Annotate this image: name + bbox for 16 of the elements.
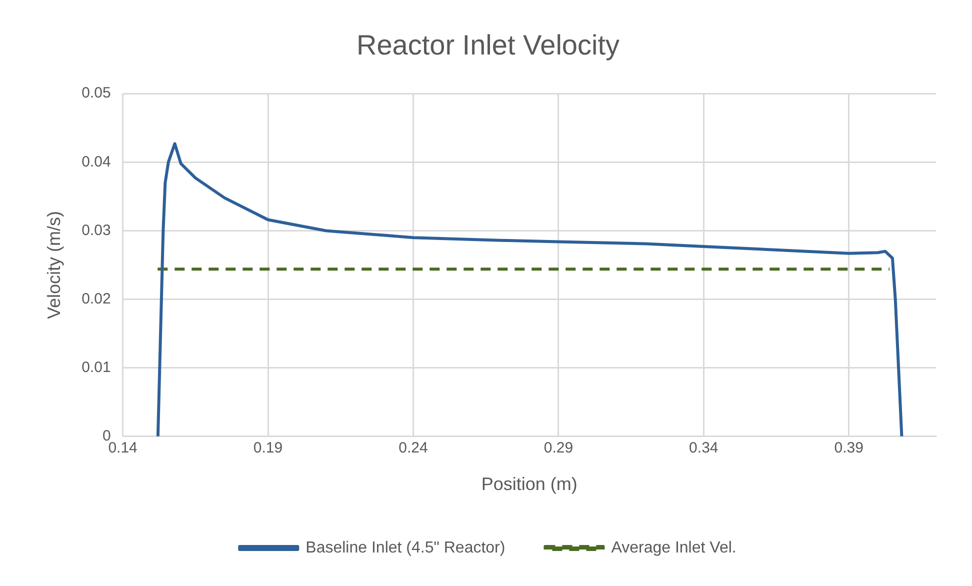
legend-label: Baseline Inlet (4.5" Reactor) bbox=[306, 539, 506, 556]
y-tick-label: 0.02 bbox=[82, 290, 111, 308]
y-tick-label: 0.04 bbox=[82, 153, 111, 170]
legend-label: Average Inlet Vel. bbox=[611, 539, 736, 556]
y-axis-title: Velocity (m/s) bbox=[44, 210, 64, 320]
chart-title: Reactor Inlet Velocity bbox=[356, 30, 620, 61]
x-tick-label: 0.19 bbox=[253, 440, 283, 457]
x-tick-label: 0.34 bbox=[689, 440, 718, 457]
x-axis-title: Position (m) bbox=[481, 474, 578, 494]
y-tick-label: 0.05 bbox=[82, 84, 111, 102]
x-tick-label: 0.39 bbox=[834, 440, 864, 457]
y-tick-label: 0.01 bbox=[82, 358, 111, 376]
x-tick-label: 0.14 bbox=[108, 440, 138, 457]
y-tick-label: 0.03 bbox=[82, 222, 111, 239]
x-tick-label: 0.24 bbox=[398, 440, 428, 457]
x-tick-label: 0.29 bbox=[544, 440, 574, 457]
